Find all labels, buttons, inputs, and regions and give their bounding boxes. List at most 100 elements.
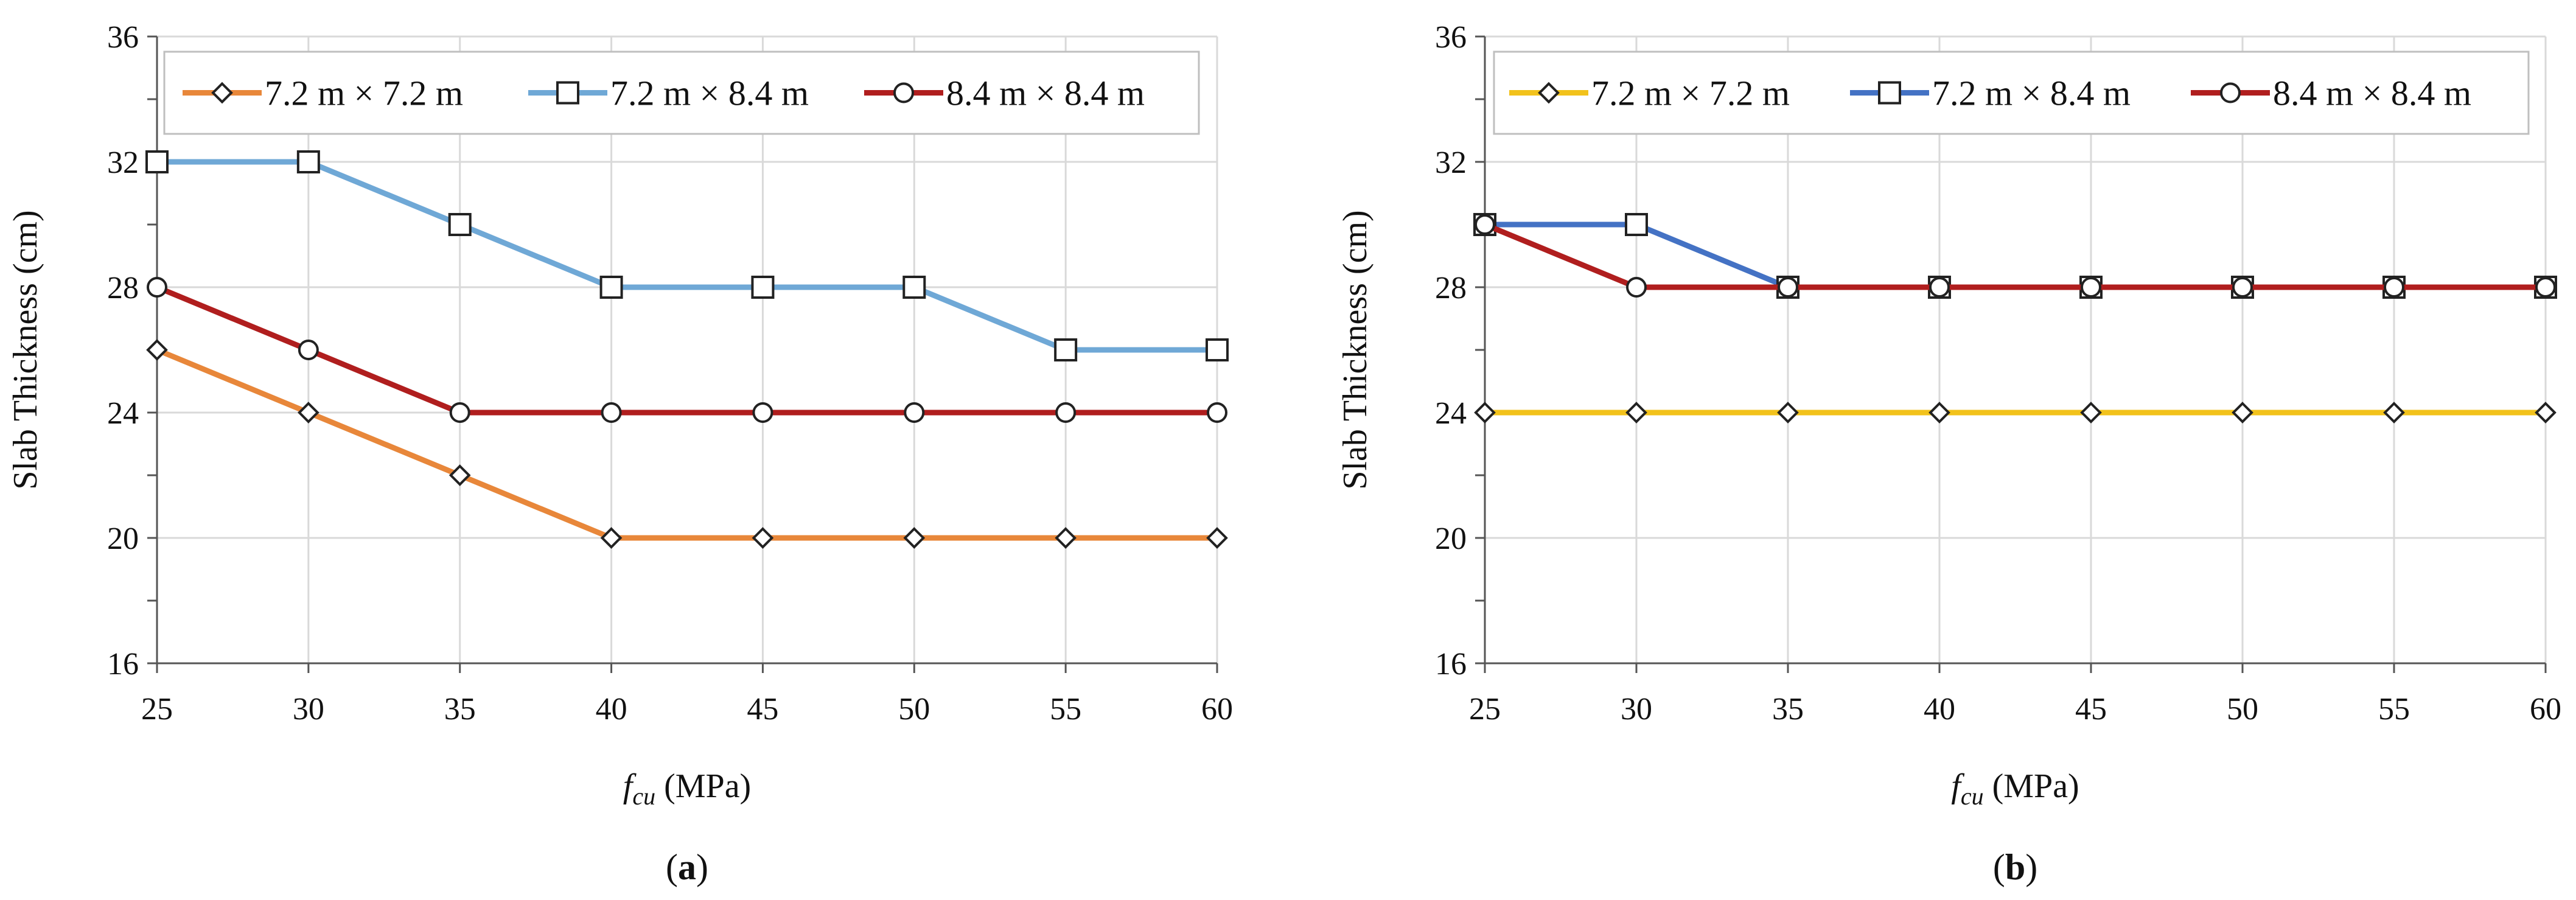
data-point <box>1206 527 1228 549</box>
data-point <box>1626 277 1647 298</box>
y-tick-label: 24 <box>1435 396 1467 431</box>
data-point <box>298 340 319 360</box>
legend-marker <box>211 82 233 104</box>
data-point <box>1929 277 1950 298</box>
legend-box <box>163 51 1200 135</box>
y-tick-label: 28 <box>107 271 139 305</box>
data-point <box>2232 277 2253 298</box>
data-point <box>2535 277 2556 298</box>
x-tick-label: 45 <box>747 692 778 727</box>
data-point <box>1625 213 1648 236</box>
data-point <box>145 150 169 173</box>
legend-label: 7.2 m × 7.2 m <box>265 74 463 113</box>
chart-b-x-axis-title: fcu (MPa) <box>1951 767 2079 810</box>
x-tick-label: 35 <box>444 692 476 727</box>
data-point <box>1207 402 1227 423</box>
data-point <box>751 276 775 299</box>
legend-marker <box>556 81 579 105</box>
legend-label: 7.2 m × 8.4 m <box>610 74 809 113</box>
series-line <box>156 347 1217 541</box>
data-point <box>1206 338 1229 361</box>
y-tick-label: 16 <box>107 647 139 682</box>
chart-a-panel-label: (a) <box>666 847 708 887</box>
y-tick-label: 36 <box>107 20 139 55</box>
data-point <box>1054 338 1078 361</box>
x-tick-label: 60 <box>1201 692 1233 727</box>
data-point <box>599 276 623 299</box>
data-point <box>903 527 926 549</box>
series-line <box>156 284 1217 416</box>
x-tick-label: 40 <box>596 692 627 727</box>
data-point <box>752 402 773 423</box>
chart-a-series-2 <box>145 150 1229 361</box>
data-point <box>449 464 471 486</box>
chart-b-series-1 <box>1474 402 2557 424</box>
x-tick-label: 55 <box>2378 692 2410 727</box>
y-tick-label: 36 <box>1435 20 1467 55</box>
legend-marker <box>1878 81 1901 105</box>
y-tick-label: 32 <box>107 145 139 180</box>
x-tick-label: 30 <box>1621 692 1652 727</box>
y-tick-label: 32 <box>1435 145 1467 180</box>
chart-b-panel-label: (b) <box>1993 847 2037 887</box>
x-tick-label: 45 <box>2075 692 2107 727</box>
legend-label: 7.2 m × 7.2 m <box>1591 74 1790 113</box>
legend-label: 8.4 m × 8.4 m <box>946 74 1145 113</box>
data-point <box>1055 402 1077 423</box>
chart-b-legend: 7.2 m × 7.2 m 7.2 m × 8.4 m 8.4 m × 8.4 m <box>1493 51 2530 135</box>
x-tick-label: 25 <box>141 692 173 727</box>
data-point <box>1625 402 1647 424</box>
x-tick-label: 50 <box>2227 692 2258 727</box>
data-point <box>2384 277 2404 298</box>
chart-a-series-3 <box>147 277 1227 423</box>
y-tick-label: 24 <box>107 396 139 431</box>
data-point <box>752 527 774 549</box>
data-point <box>1475 214 1495 235</box>
data-point <box>146 339 168 361</box>
series-line <box>1484 222 2546 290</box>
chart-b-y-axis-title: Slab Thickness (cm) <box>1336 210 1374 489</box>
data-point <box>1777 402 1799 424</box>
data-point <box>902 276 926 299</box>
data-point <box>601 402 622 423</box>
chart-a-y-axis-title: Slab Thickness (cm) <box>7 210 44 489</box>
x-tick-label: 60 <box>2530 692 2561 727</box>
chart-b: 16 20 24 28 32 36 25 30 35 40 45 50 55 60 7.2 m × 7.2 … <box>1336 20 2561 887</box>
data-point <box>1474 402 1496 424</box>
chart-a-series-1 <box>146 339 1228 549</box>
x-tick-label: 35 <box>1772 692 1804 727</box>
legend-label: 8.4 m × 8.4 m <box>2273 74 2471 113</box>
chart-a-legend: 7.2 m × 7.2 m 7.2 m × 8.4 m 8.4 m × 8.4 m <box>163 51 1200 135</box>
x-tick-label: 25 <box>1469 692 1501 727</box>
y-tick-label: 20 <box>1435 522 1467 556</box>
data-point <box>1778 277 1798 298</box>
chart-a: 16 20 24 28 32 36 25 30 35 40 45 50 55 60 7.2 m × 7.2 … <box>7 20 1233 887</box>
legend-marker <box>893 82 914 103</box>
chart-a-x-axis-title: fcu (MPa) <box>623 767 751 810</box>
y-tick-label: 16 <box>1435 647 1467 682</box>
chart-b-series-3 <box>1475 214 2556 298</box>
x-tick-label: 30 <box>293 692 324 727</box>
data-point <box>2383 402 2405 424</box>
legend-marker <box>2220 82 2241 103</box>
data-point <box>2081 277 2101 298</box>
data-point <box>298 402 319 424</box>
data-point <box>1055 527 1077 549</box>
data-point <box>449 402 470 423</box>
data-point <box>904 402 925 423</box>
data-point <box>448 213 472 236</box>
legend-box <box>1493 51 2530 135</box>
y-tick-label: 20 <box>107 522 139 556</box>
data-point <box>600 527 623 549</box>
data-point <box>2080 402 2102 424</box>
data-point <box>1929 402 1950 424</box>
data-point <box>2232 402 2253 424</box>
series-line <box>157 159 1217 353</box>
x-tick-label: 50 <box>898 692 930 727</box>
y-tick-label: 28 <box>1435 271 1467 305</box>
data-point <box>147 277 167 298</box>
data-point <box>2535 402 2557 424</box>
legend-label: 7.2 m × 8.4 m <box>1932 74 2131 113</box>
legend-marker <box>1538 82 1560 104</box>
